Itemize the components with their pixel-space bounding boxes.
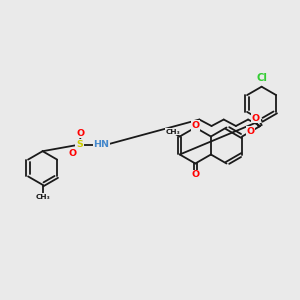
Text: O: O — [191, 170, 200, 179]
Text: S: S — [76, 140, 83, 149]
Text: Cl: Cl — [256, 73, 267, 83]
Text: CH₃: CH₃ — [35, 194, 50, 200]
Text: HN: HN — [93, 140, 110, 149]
Text: O: O — [77, 129, 85, 138]
Text: O: O — [252, 114, 260, 123]
Text: O: O — [246, 127, 254, 136]
Text: O: O — [69, 149, 77, 158]
Text: CH₃: CH₃ — [166, 129, 181, 135]
Text: O: O — [192, 121, 200, 130]
